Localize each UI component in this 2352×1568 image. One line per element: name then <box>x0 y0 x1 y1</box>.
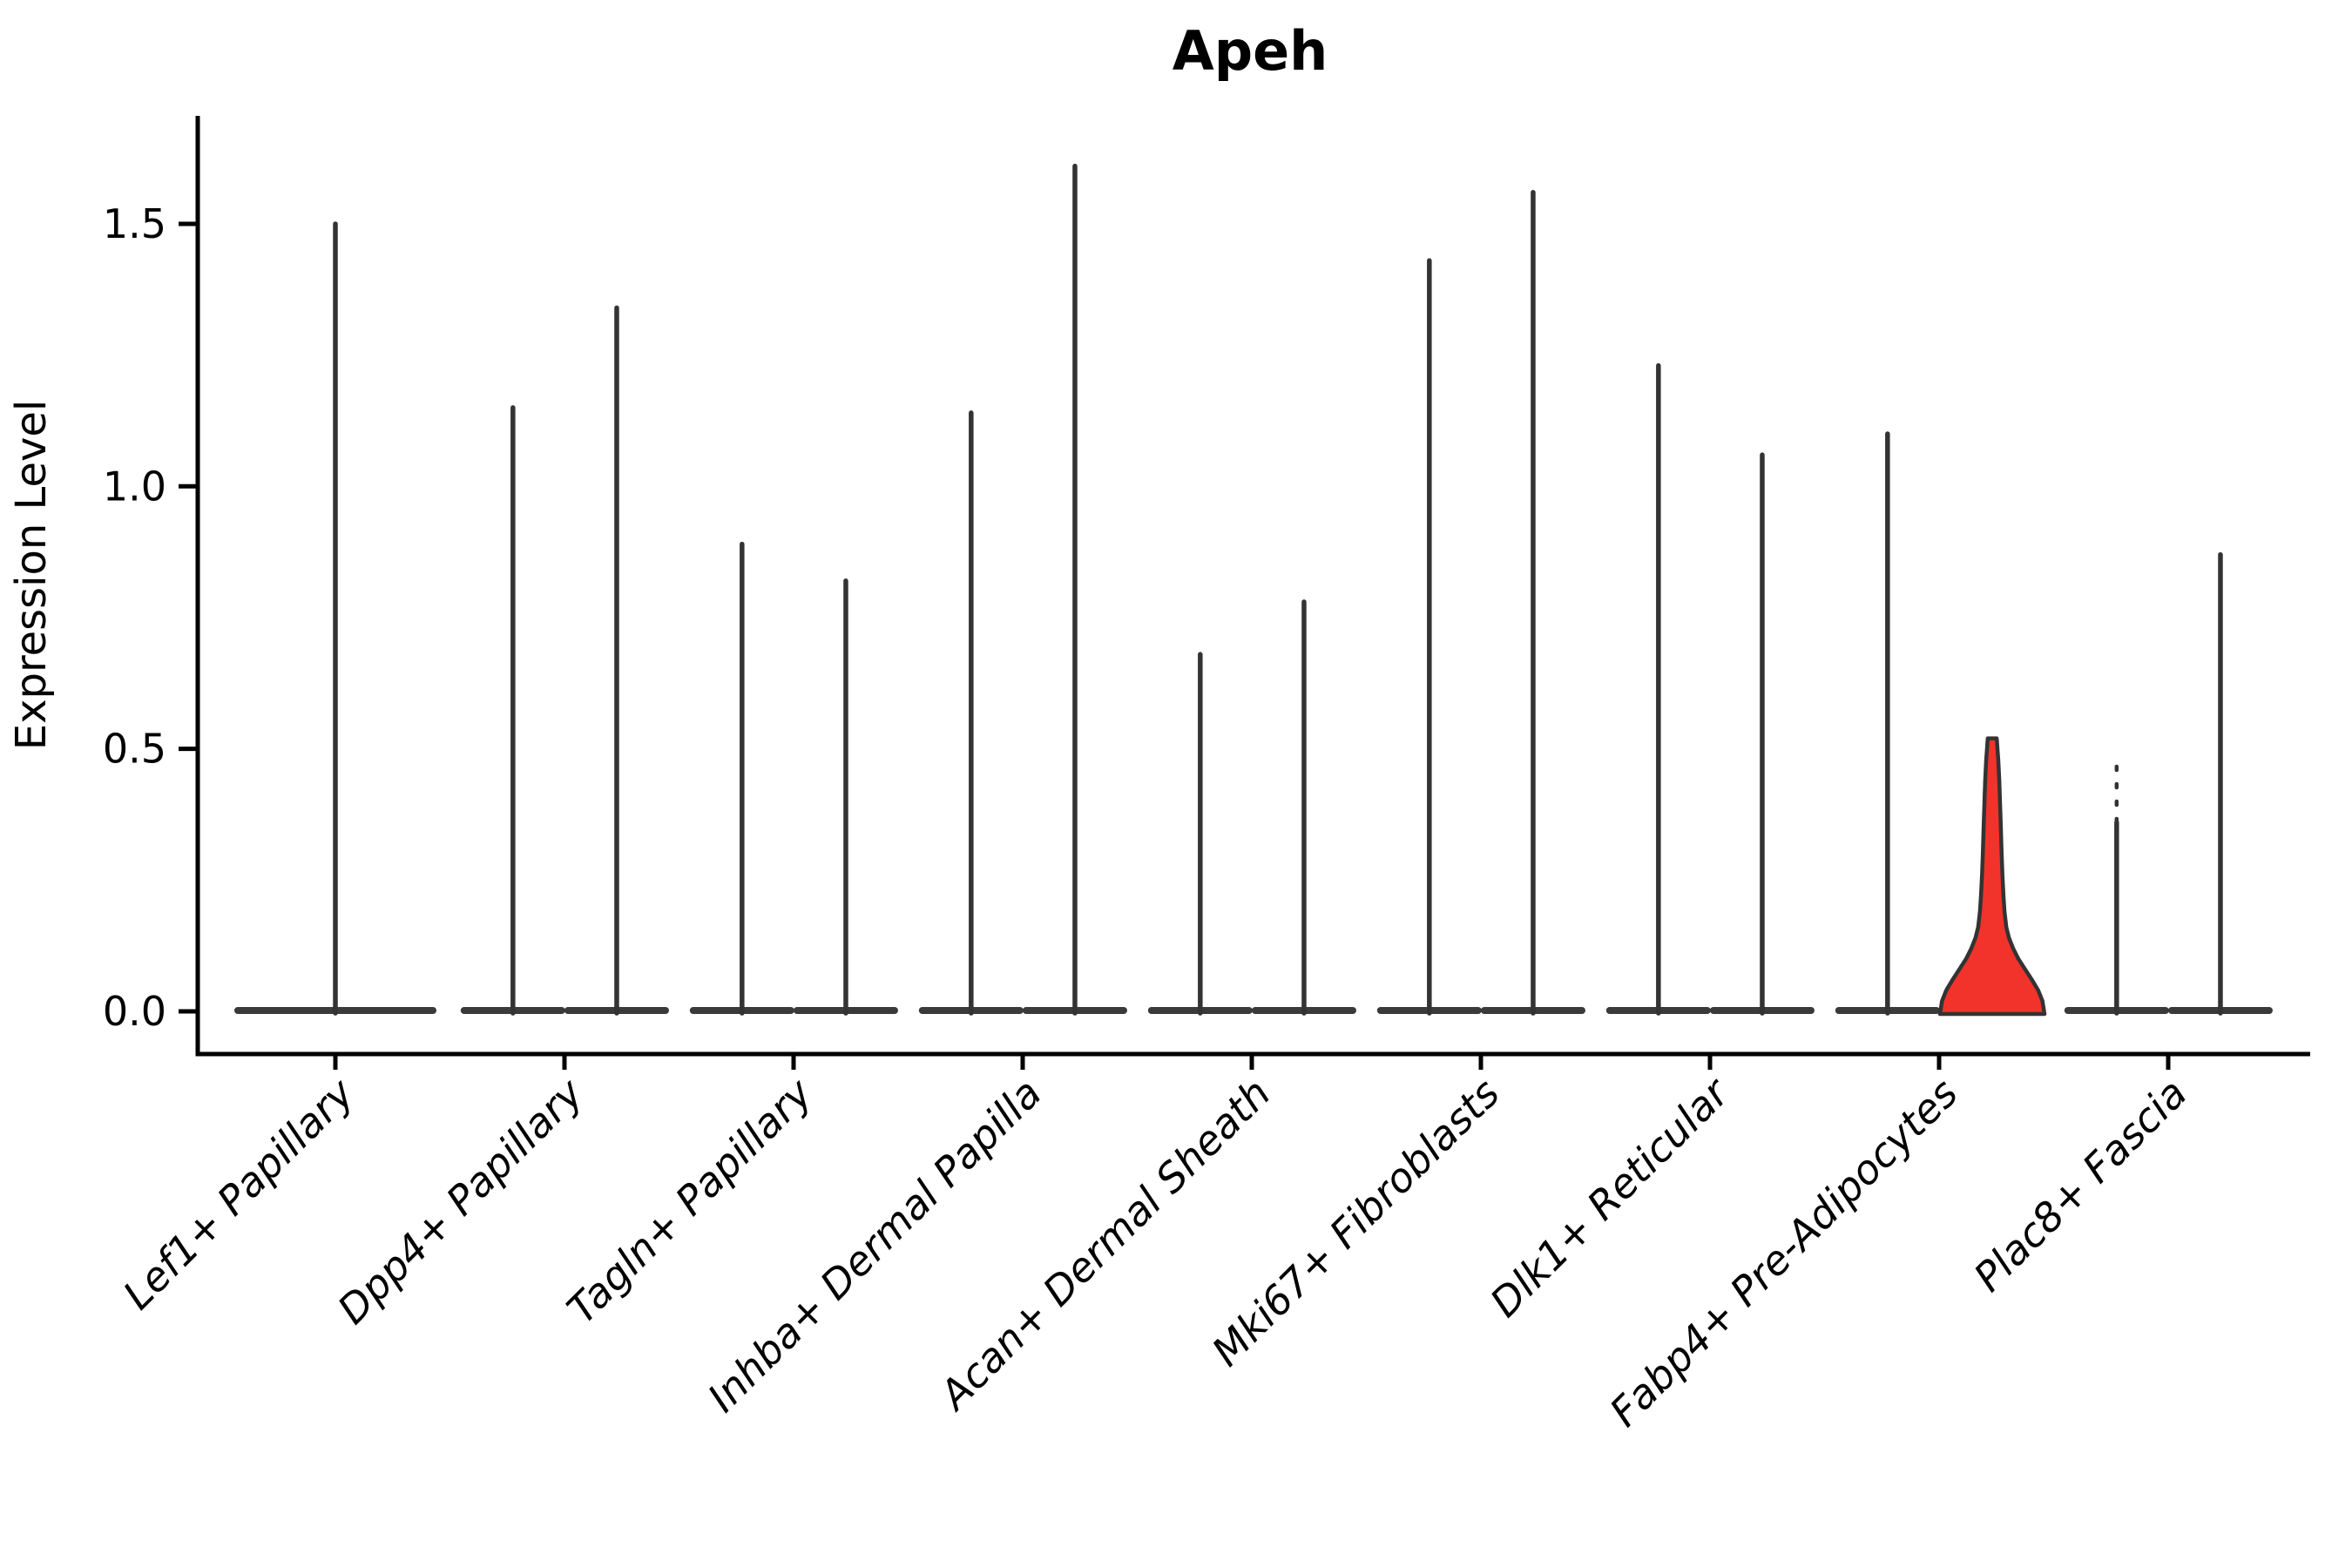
y-axis-label: Expression Level <box>7 400 56 751</box>
y-tick-label: 0.5 <box>103 726 166 773</box>
y-tick-label: 0.0 <box>103 988 166 1035</box>
x-tick-label: Tagln+ Papillary <box>558 1069 821 1333</box>
x-tick-label: Lef1+ Papillary <box>114 1069 363 1318</box>
x-tick-label: Plac8+ Fascia <box>1964 1070 2195 1301</box>
axis-spines <box>195 116 2310 1057</box>
highlight-violin <box>1937 736 2047 1017</box>
y-tick-label: 1.0 <box>103 463 166 510</box>
x-tick-label: Dpp4+ Papillary <box>328 1069 592 1333</box>
y-tick-label: 1.5 <box>103 200 166 247</box>
x-tick-label: Dlk1+ Reticular <box>1481 1067 1740 1326</box>
chart-title: Apeh <box>1173 19 1328 83</box>
